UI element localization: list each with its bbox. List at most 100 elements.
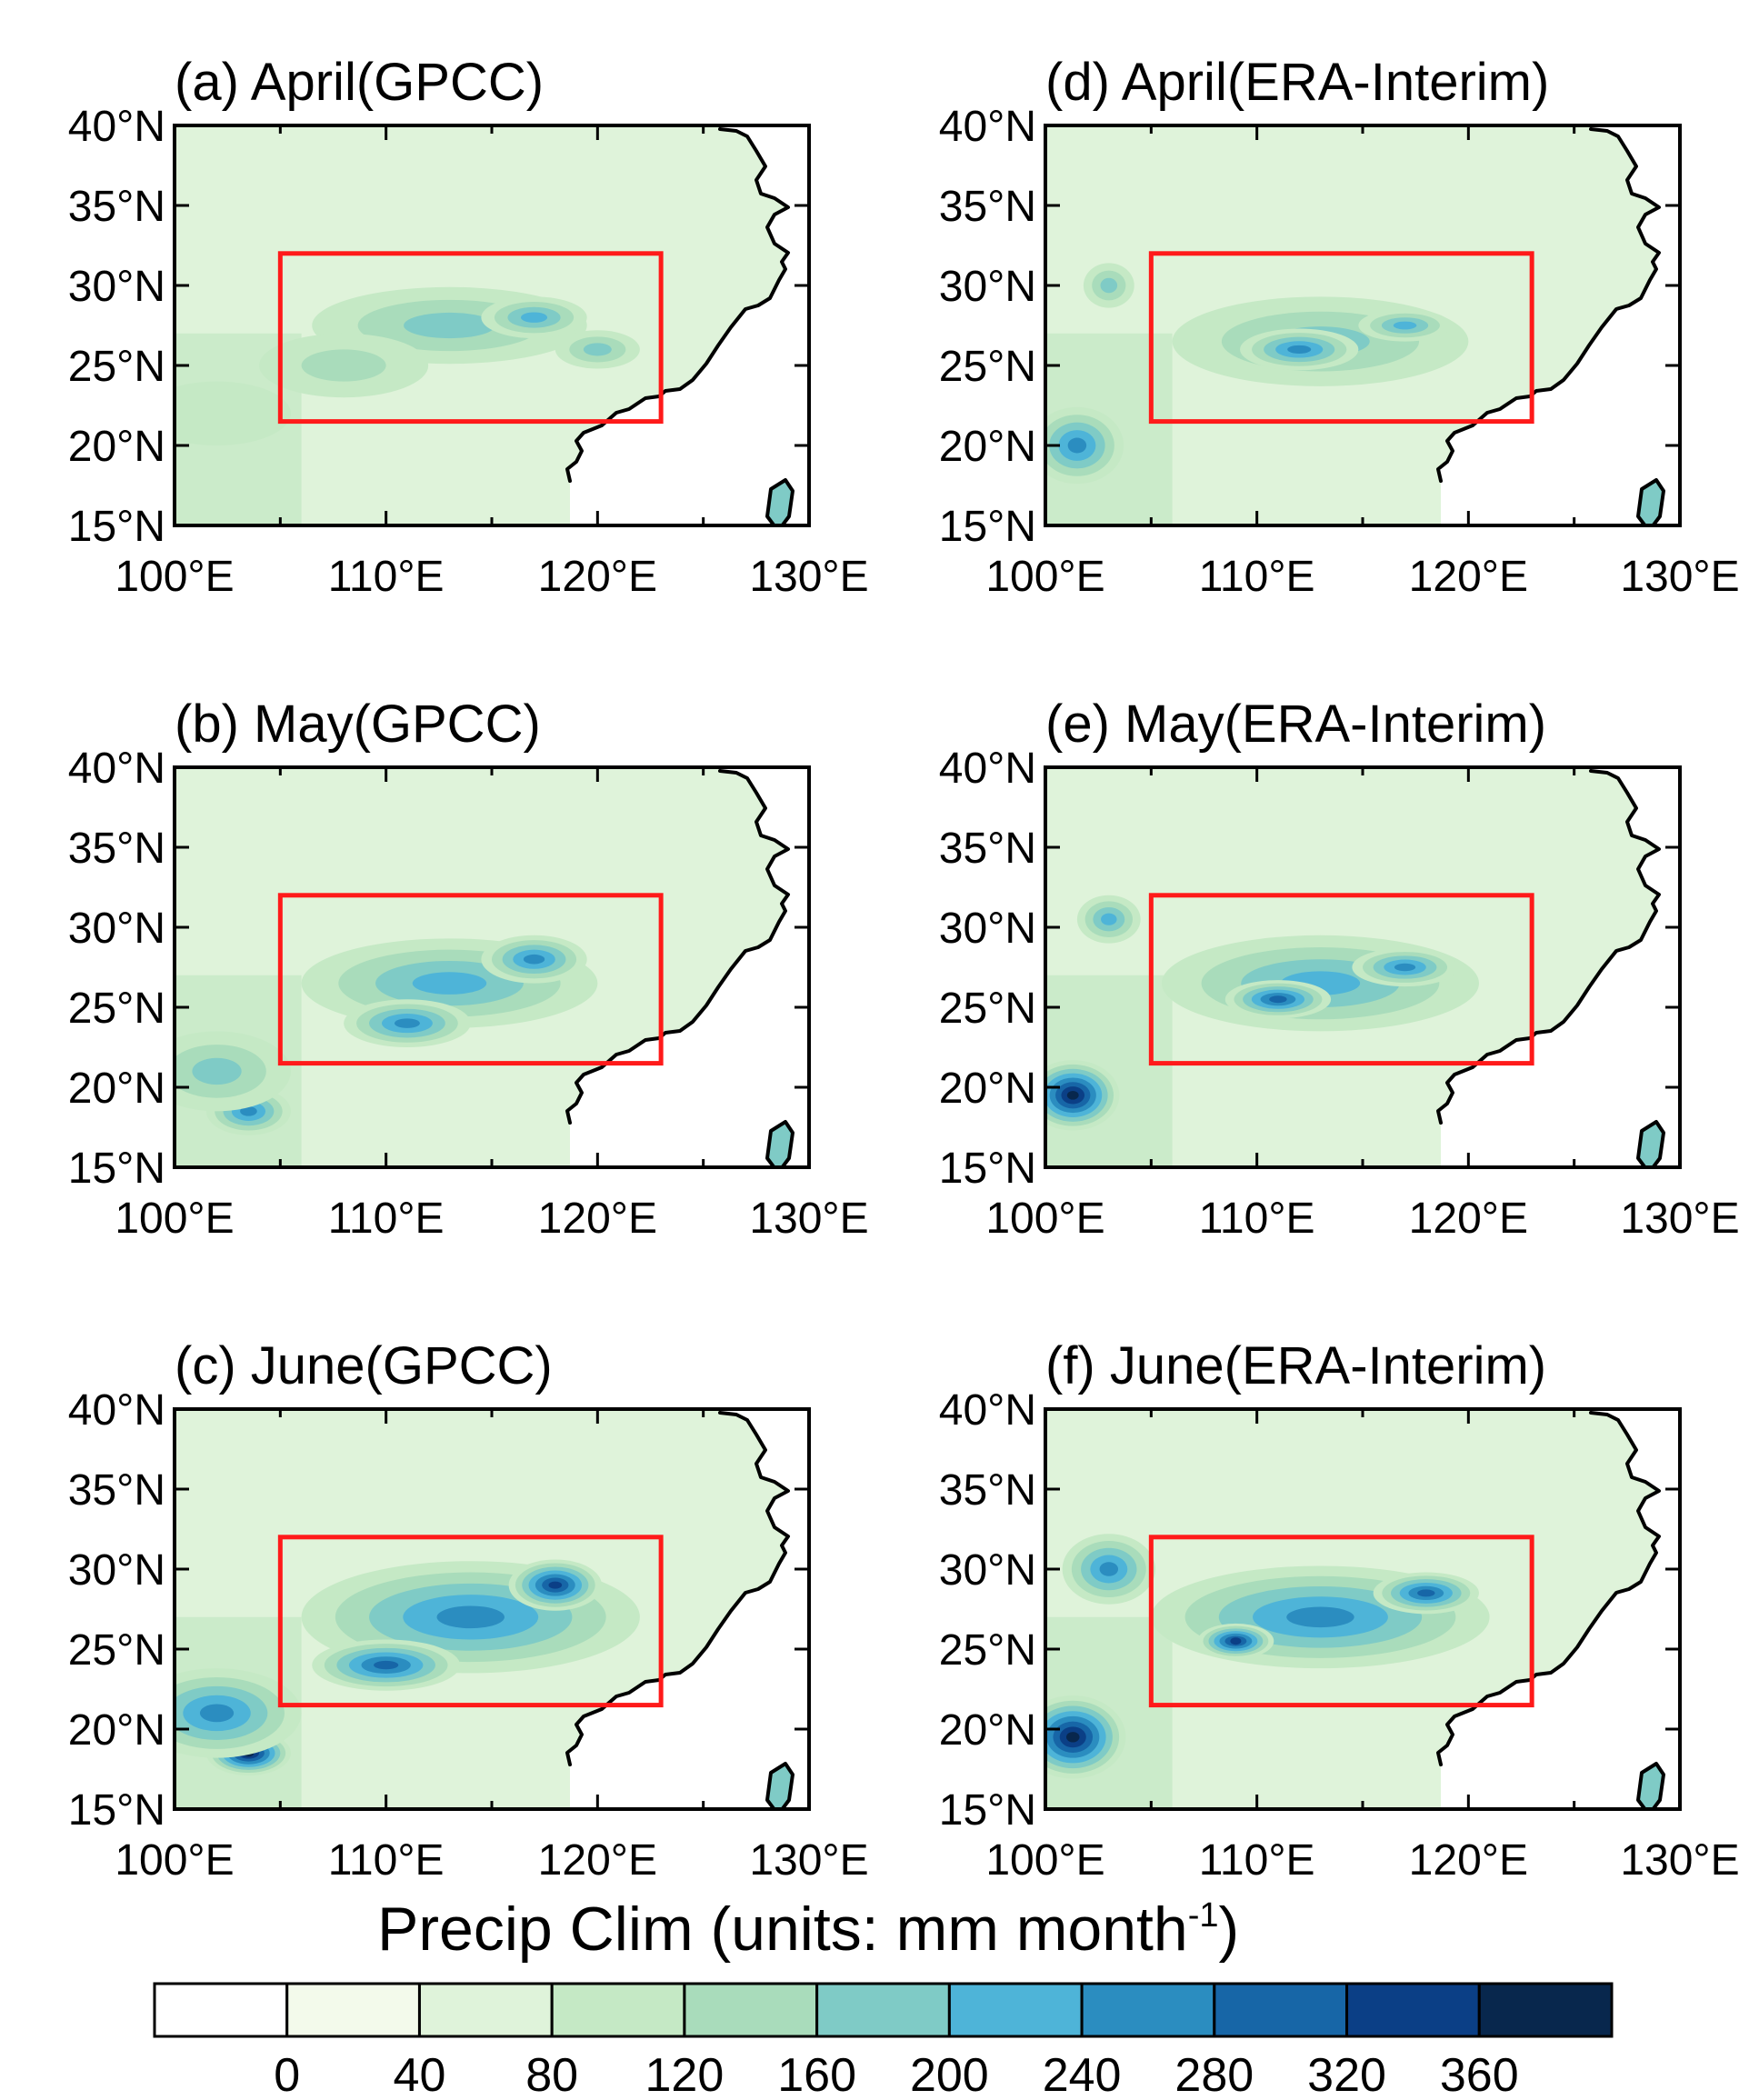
y-tick-label: 20°N bbox=[939, 1065, 1036, 1113]
y-tick-label: 15°N bbox=[939, 503, 1036, 551]
island-fill bbox=[1651, 644, 1680, 673]
contour-fill bbox=[240, 1106, 257, 1116]
x-tick-label: 120°E bbox=[538, 553, 657, 601]
contour-fill bbox=[394, 1018, 420, 1028]
y-tick-label: 35°N bbox=[68, 183, 165, 231]
island-fill bbox=[1651, 1927, 1680, 1956]
coastline bbox=[780, 644, 809, 673]
y-tick-label: 40°N bbox=[68, 745, 165, 793]
island-fill bbox=[858, 131, 907, 225]
colorbar-title: Precip Clim (units: mm month-1) bbox=[377, 1895, 1239, 1964]
map-panel-4: (d) April(ERA-Interim) 100°E 110°E 120°E 130… bbox=[939, 53, 1759, 673]
map-panel-3: (c) June(GPCC) 100°E 110°E 120°E 130°E 15°N 20… bbox=[68, 1336, 869, 1885]
contour-fill bbox=[1230, 1637, 1242, 1645]
y-tick-label: 15°N bbox=[68, 503, 165, 551]
contour-fill bbox=[523, 954, 545, 965]
y-tick-label: 35°N bbox=[939, 183, 1036, 231]
y-tick-label: 35°N bbox=[939, 1466, 1036, 1515]
contour-fill bbox=[1101, 913, 1117, 925]
ocean-mask bbox=[567, 125, 809, 525]
contour-fill bbox=[1066, 1090, 1079, 1100]
colorbar-swatch bbox=[417, 1982, 554, 2038]
coastline bbox=[1729, 773, 1759, 867]
study-region-box bbox=[277, 251, 664, 425]
x-tick-label: 130°E bbox=[749, 553, 868, 601]
colorbar-swatch bbox=[1345, 1982, 1481, 2038]
x-tick-label: 120°E bbox=[1409, 1836, 1528, 1885]
colorbar-swatch bbox=[285, 1982, 421, 2038]
x-tick-label: 100°E bbox=[115, 553, 234, 601]
y-tick-label: 25°N bbox=[939, 985, 1036, 1033]
x-tick-label: 110°E bbox=[1199, 1195, 1315, 1243]
island-fill bbox=[1729, 131, 1759, 225]
x-tick-label: 110°E bbox=[1199, 553, 1315, 601]
contour-fill bbox=[1067, 437, 1087, 454]
colorbar-swatch bbox=[153, 1982, 289, 2038]
contour-fill bbox=[1269, 995, 1287, 1004]
y-tick-label: 35°N bbox=[68, 825, 165, 873]
contour-fill bbox=[1287, 345, 1312, 354]
y-tick-label: 25°N bbox=[68, 343, 165, 391]
coastline bbox=[780, 1285, 809, 1315]
contour-fill bbox=[583, 343, 612, 356]
y-tick-label: 40°N bbox=[68, 103, 165, 151]
colorbar-swatch bbox=[550, 1982, 686, 2038]
y-tick-label: 40°N bbox=[939, 103, 1036, 151]
panel-title: (d) April(ERA-Interim) bbox=[1045, 53, 1549, 112]
contour-fill bbox=[520, 312, 548, 323]
colorbar-swatch bbox=[815, 1982, 951, 2038]
coastline bbox=[1651, 1285, 1680, 1315]
colorbar-label: 160 bbox=[777, 2049, 856, 2100]
map-panel-5: (e) May(ERA-Interim) 100°E 110°E 120°E 130°E… bbox=[939, 695, 1759, 1315]
contour-fill bbox=[1393, 321, 1417, 330]
coastline bbox=[1651, 1927, 1680, 1956]
x-tick-label: 130°E bbox=[1620, 1195, 1739, 1243]
panel-title: (f) June(ERA-Interim) bbox=[1045, 1336, 1546, 1395]
colorbar-label: 320 bbox=[1307, 2049, 1386, 2100]
study-region-box bbox=[1148, 251, 1534, 425]
y-tick-label: 30°N bbox=[68, 905, 165, 953]
x-tick-label: 100°E bbox=[985, 1195, 1104, 1243]
colorbar-label: 200 bbox=[910, 2049, 989, 2100]
y-tick-label: 40°N bbox=[939, 745, 1036, 793]
y-tick-label: 30°N bbox=[939, 1546, 1036, 1595]
contour-fill bbox=[404, 312, 495, 339]
panel-title: (a) April(GPCC) bbox=[175, 53, 544, 112]
coastline bbox=[1729, 1415, 1759, 1509]
contour-fill bbox=[301, 349, 386, 382]
contour-fill bbox=[1100, 277, 1118, 294]
island-fill bbox=[780, 644, 809, 673]
coastline bbox=[1729, 131, 1759, 225]
island-fill bbox=[780, 1285, 809, 1315]
x-tick-label: 100°E bbox=[115, 1195, 234, 1243]
study-region-box bbox=[277, 1535, 664, 1708]
y-tick-label: 20°N bbox=[939, 1706, 1036, 1755]
ocean-mask bbox=[1438, 125, 1680, 525]
y-tick-label: 30°N bbox=[939, 905, 1036, 953]
study-region-box bbox=[277, 893, 664, 1066]
contour-fill bbox=[1286, 1606, 1354, 1628]
contour-fill bbox=[436, 1605, 505, 1629]
coastline bbox=[858, 131, 907, 225]
x-tick-label: 120°E bbox=[538, 1836, 657, 1885]
colorbar-swatch bbox=[1080, 1982, 1216, 2038]
y-tick-label: 20°N bbox=[68, 1065, 165, 1113]
y-tick-label: 40°N bbox=[68, 1386, 165, 1435]
ocean-mask bbox=[567, 767, 809, 1167]
y-tick-label: 25°N bbox=[939, 1626, 1036, 1675]
panel-title: (e) May(ERA-Interim) bbox=[1045, 695, 1546, 754]
colorbar-label: 360 bbox=[1440, 2049, 1519, 2100]
ocean-mask bbox=[1438, 767, 1680, 1167]
colorbar-label: 120 bbox=[645, 2049, 725, 2100]
map-panel-1: (a) April(GPCC) 100°E 110°E 120°E 130°E 15°N 2… bbox=[68, 53, 907, 673]
colorbar-swatch bbox=[1213, 1982, 1349, 2038]
colorbar: Precip Clim (units: mm month-1) 0 40 80 120 1… bbox=[153, 1895, 1614, 2100]
x-tick-label: 110°E bbox=[328, 553, 445, 601]
panel-title: (c) June(GPCC) bbox=[175, 1336, 553, 1395]
y-tick-label: 35°N bbox=[68, 1466, 165, 1515]
x-tick-label: 120°E bbox=[1409, 1195, 1528, 1243]
contour-fill bbox=[1065, 1732, 1080, 1743]
colorbar-label: 0 bbox=[274, 2049, 300, 2100]
contour-fill bbox=[1394, 963, 1416, 972]
